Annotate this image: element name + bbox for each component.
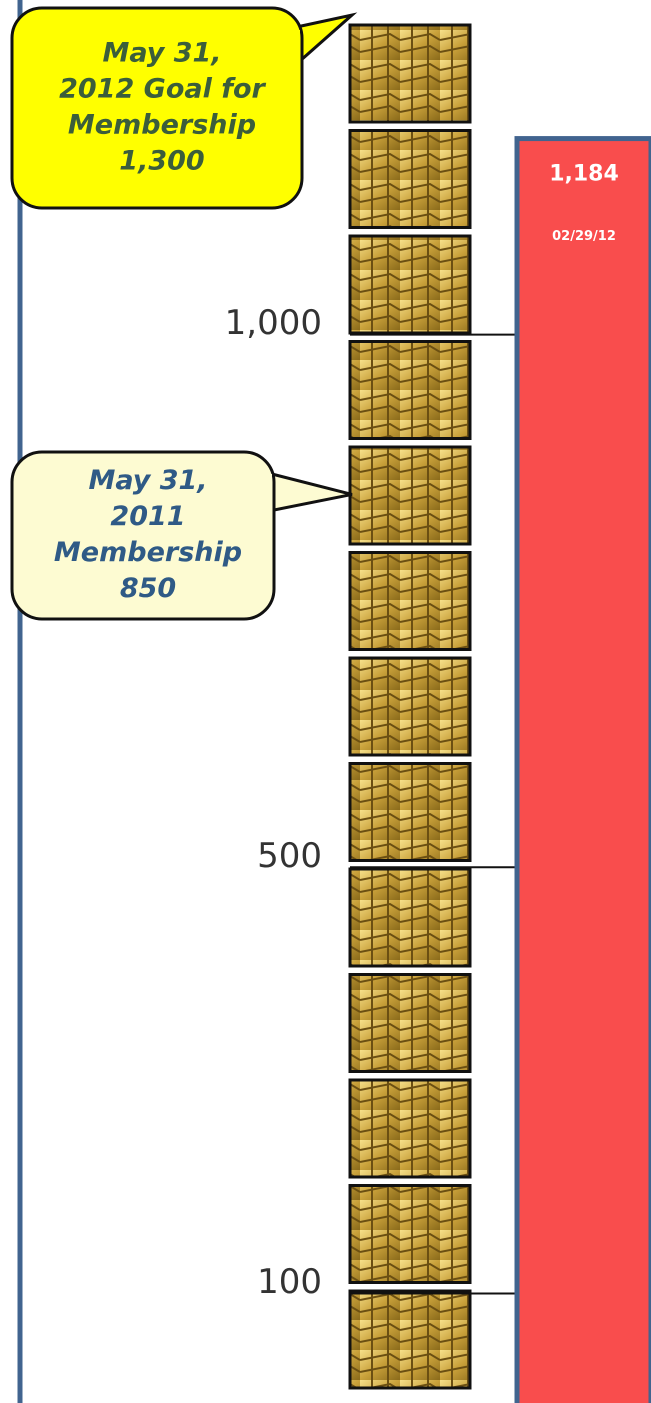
gold-tile (348, 234, 472, 335)
callout-box (10, 450, 276, 621)
date-label: 02/29/12 (552, 229, 616, 244)
gold-tile (348, 1289, 472, 1390)
gold-tile (348, 973, 472, 1073)
callout: May 31, 2012 Goal for Membership 1,300 (10, 6, 358, 210)
y-tick-label: 500 (257, 836, 322, 876)
y-tick-label: 100 (257, 1262, 322, 1302)
callout-text: May 31, (88, 465, 207, 496)
callout-text: 2012 Goal for (59, 74, 266, 105)
callout: May 31, 2011 Membership 850 (10, 450, 353, 621)
callout-box (10, 6, 304, 210)
gold-tile (348, 551, 472, 651)
gold-tile (348, 23, 472, 124)
callout-cover (262, 474, 272, 510)
y-tick-label: 1,000 (225, 303, 322, 343)
gold-tile (348, 445, 472, 546)
callout-value: 1,300 (119, 146, 204, 177)
callout-text: 2011 (110, 501, 185, 532)
bar (514, 136, 651, 1403)
gold-tile (348, 129, 472, 229)
callout-value: 850 (120, 573, 176, 604)
callout-tail (262, 470, 353, 514)
gold-tile (348, 340, 472, 440)
callout-text: May 31, (102, 38, 221, 69)
gold-tile (348, 762, 472, 862)
callout-text: Membership (68, 110, 256, 141)
gold-tile (348, 1078, 472, 1179)
gold-tile (348, 656, 472, 757)
gold-tile (348, 867, 472, 968)
callout-text: Membership (54, 537, 242, 568)
value-label: 1,184 (549, 162, 619, 187)
callout-cover (290, 30, 300, 66)
gold-tile (348, 1184, 472, 1284)
